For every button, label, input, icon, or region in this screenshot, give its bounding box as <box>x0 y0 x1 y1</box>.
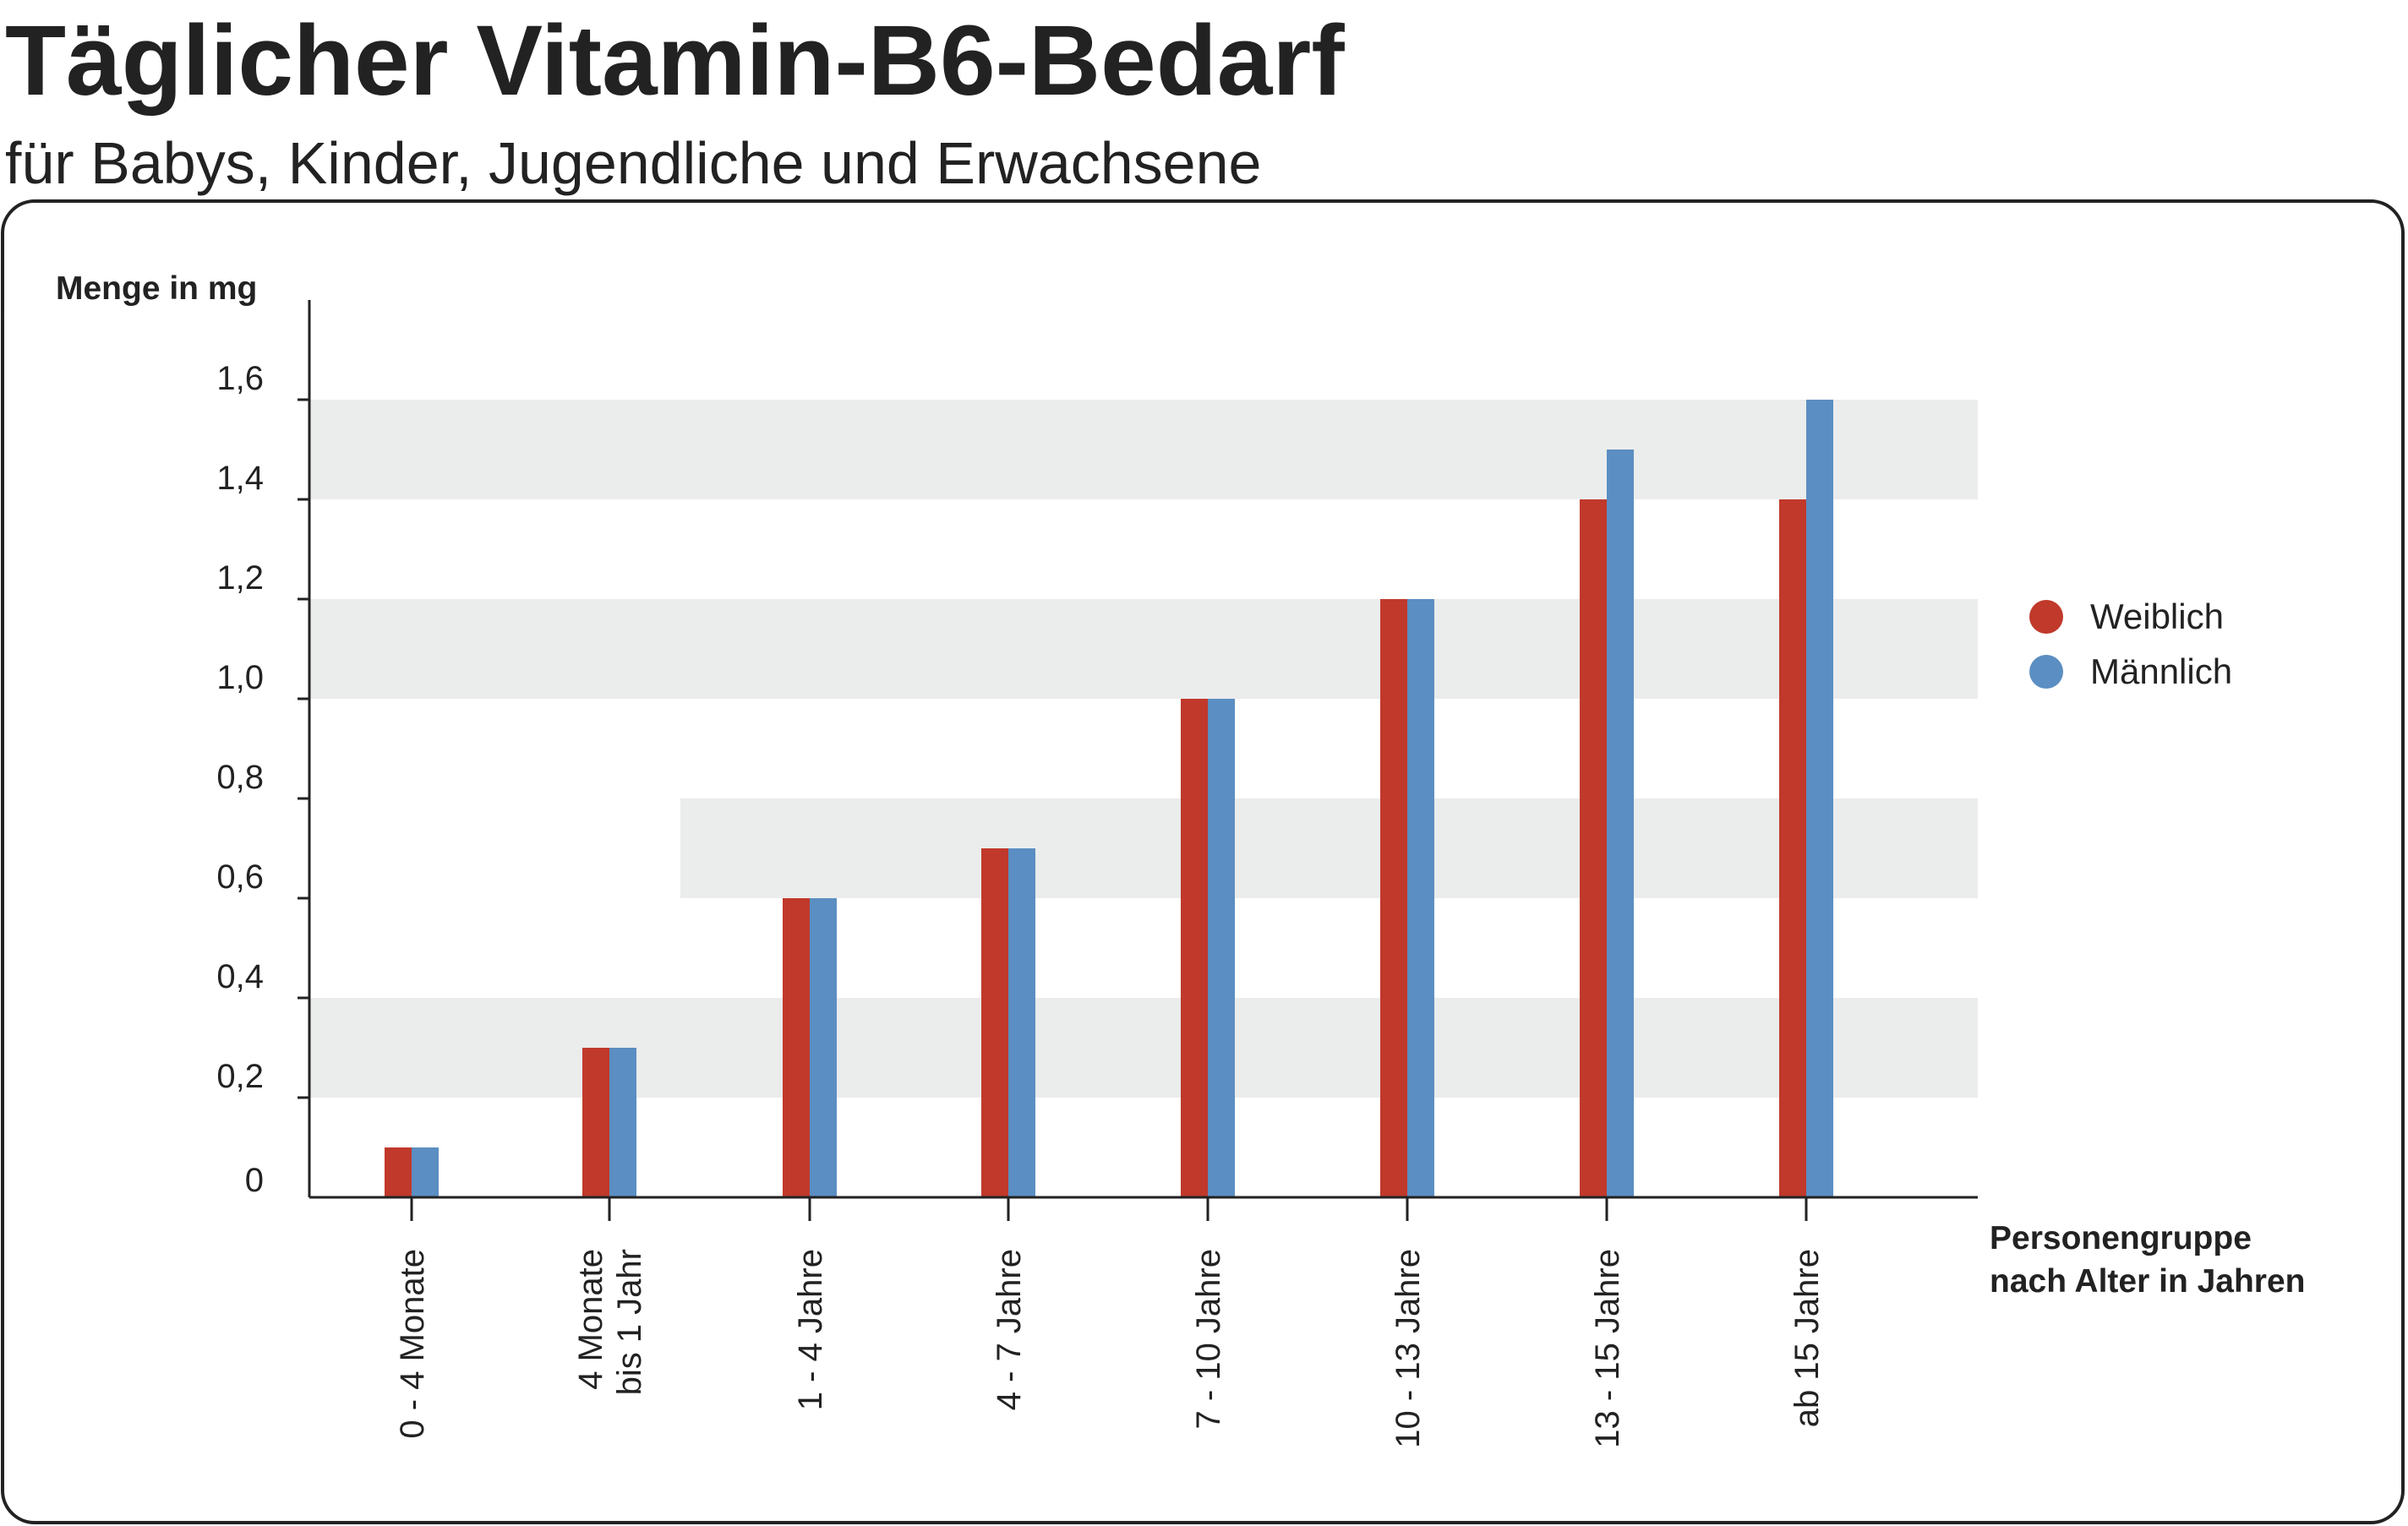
x-tick-label: 10 - 13 Jahre <box>1390 1249 1427 1448</box>
grid-band <box>309 599 1978 699</box>
bar-female <box>385 1147 412 1197</box>
bar-female <box>1380 599 1407 1197</box>
legend-label-female: Weiblich <box>2090 597 2224 636</box>
y-tick-label: 0 <box>245 1162 264 1199</box>
bar-female <box>1580 499 1607 1197</box>
bar-female <box>783 898 810 1197</box>
bar-male <box>1407 599 1434 1197</box>
bar-male <box>1208 699 1235 1197</box>
x-tick-label: 4 - 7 Jahre <box>991 1249 1028 1410</box>
y-tick-label: 0,2 <box>216 1058 264 1095</box>
chart-subtitle: für Babys, Kinder, Jugendliche und Erwac… <box>5 130 1261 196</box>
bar-male <box>810 898 837 1197</box>
chart-title: Täglicher Vitamin-B6-Bedarf <box>5 5 1345 117</box>
x-axis-label-line-2: nach Alter in Jahren <box>1990 1263 2306 1300</box>
y-axis-label: Menge in mg <box>56 270 257 307</box>
bar-male <box>609 1048 636 1197</box>
bar-female <box>582 1048 609 1197</box>
bar-female <box>1181 699 1208 1197</box>
axes <box>298 300 1978 1221</box>
grid-bands <box>309 400 1978 1098</box>
y-tick-label: 1,4 <box>216 460 264 497</box>
bar-male <box>1806 400 1833 1197</box>
bar-male <box>1008 848 1035 1197</box>
y-tick-label: 0,6 <box>216 858 264 896</box>
y-tick-label: 0,8 <box>216 759 264 796</box>
x-tick-label: 13 - 15 Jahre <box>1589 1249 1626 1448</box>
x-tick-labels: 0 - 4 Monate 4 Monate bis 1 Jahr 1 - 4 Jahr… <box>394 1249 1826 1448</box>
legend: Weiblich Männlich <box>2029 597 2232 691</box>
x-tick-label: ab 15 Jahre <box>1788 1249 1826 1427</box>
bar-female <box>981 848 1008 1197</box>
y-tick-label: 1,2 <box>216 559 264 597</box>
y-tick-label: 0,4 <box>216 958 264 995</box>
grid-band <box>680 798 1978 898</box>
x-tick-label: 0 - 4 Monate <box>394 1249 431 1439</box>
x-tick-label: 7 - 10 Jahre <box>1190 1249 1227 1429</box>
legend-swatch-female <box>2029 600 2063 634</box>
y-tick-label: 1,6 <box>216 360 264 397</box>
grid-band <box>309 400 1978 499</box>
x-axis-label-line-1: Personengruppe <box>1990 1220 2252 1256</box>
x-tick-label: 1 - 4 Jahre <box>792 1249 829 1410</box>
bar-male <box>1607 450 1634 1197</box>
bar-male <box>412 1147 439 1197</box>
bars <box>385 400 1833 1197</box>
y-tick-labels: 0 0,2 0,4 0,6 0,8 1,0 1,2 1,4 1,6 <box>216 360 264 1199</box>
x-tick-label: 4 Monate <box>572 1249 609 1390</box>
grid-band <box>309 998 1978 1098</box>
legend-swatch-male <box>2029 655 2063 689</box>
x-axis-label: Personengruppe nach Alter in Jahren <box>1990 1220 2306 1300</box>
y-tick-label: 1,0 <box>216 659 264 696</box>
x-tick-label: bis 1 Jahr <box>611 1249 648 1395</box>
legend-label-male: Männlich <box>2090 651 2232 691</box>
bar-female <box>1779 499 1806 1197</box>
